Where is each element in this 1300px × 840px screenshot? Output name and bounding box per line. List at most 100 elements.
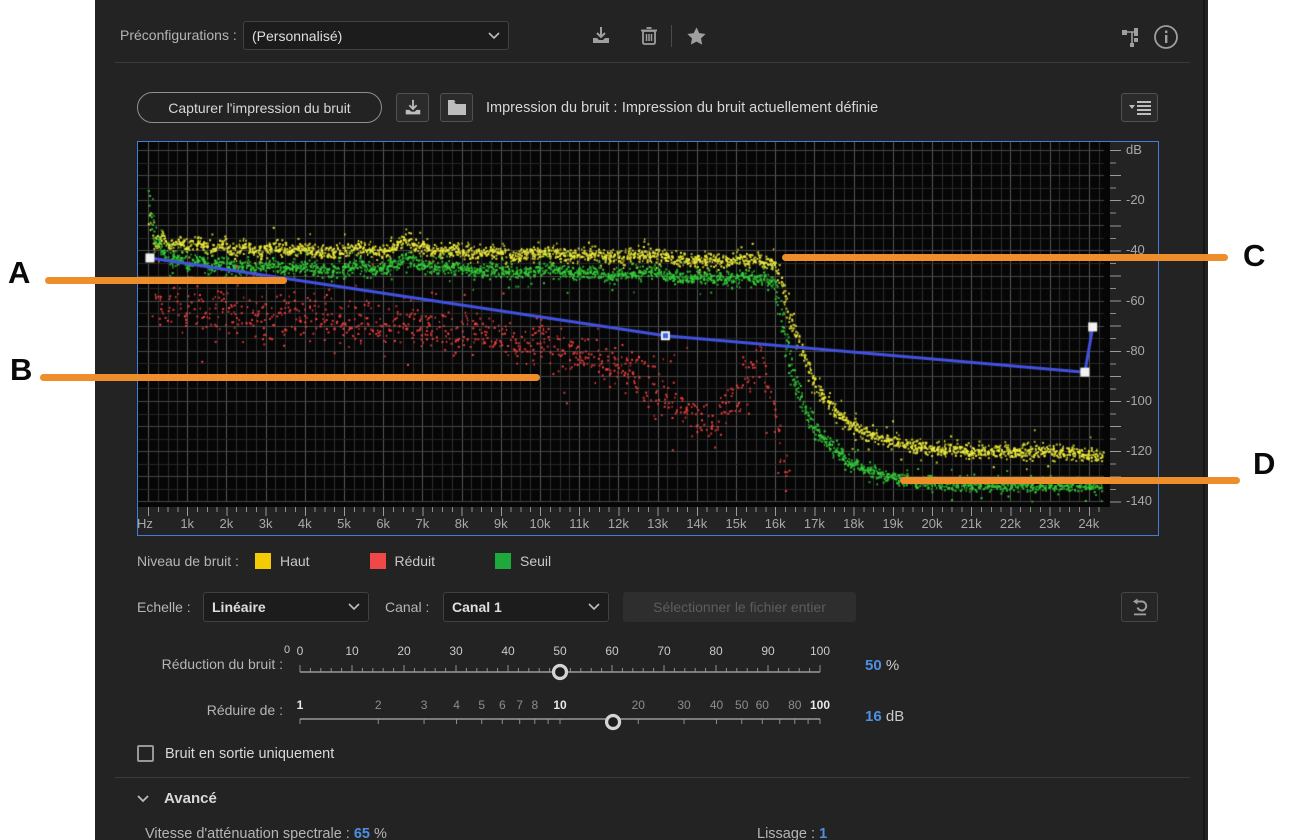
advanced-divider [115, 777, 1190, 778]
freq-tick-label: 17k [803, 516, 825, 531]
freq-tick-label: 12k [607, 516, 629, 531]
legend-item-réduit: Réduit [369, 553, 435, 569]
freq-tick-label: 10k [529, 516, 551, 531]
smoothing-value[interactable]: 1 [819, 826, 828, 840]
legend-item-label: Seuil [520, 553, 552, 569]
slider-tick-label: 7 [516, 698, 524, 712]
legend-swatch [254, 553, 271, 569]
db-axis-major-ticks [1110, 150, 1121, 504]
annotation-line-b [40, 374, 540, 381]
freq-axis-major-ticks [148, 507, 1101, 516]
slider-tick-label: 20 [631, 698, 645, 712]
save-preset-icon[interactable] [587, 23, 615, 49]
delete-preset-icon[interactable] [636, 23, 662, 49]
slider-tick-label: 10 [553, 698, 567, 712]
freq-tick-label: 18k [843, 516, 865, 531]
slider-tick-label: 100 [809, 698, 831, 712]
slider-tick-label: 100 [809, 644, 831, 658]
presets-dropdown[interactable]: (Personnalisé) [243, 21, 509, 50]
freq-tick-label: 14k [686, 516, 708, 531]
freq-tick-label: 9k [493, 516, 508, 531]
scale-dropdown[interactable]: Linéaire [203, 592, 369, 622]
spectrum-plot-area[interactable] [138, 142, 1110, 507]
freq-tick-label: 3k [258, 516, 273, 531]
slider-tick-label: 0 [296, 644, 304, 658]
freq-tick-label: 24k [1078, 516, 1100, 531]
freq-tick-label: 15k [725, 516, 747, 531]
select-entire-file-button: Sélectionner le fichier entier [623, 592, 856, 622]
freq-tick-label: 11k [569, 516, 590, 531]
channel-dropdown-value: Canal 1 [452, 599, 502, 615]
legend-label: Niveau de bruit : [137, 553, 239, 569]
freq-tick-label: 13k [647, 516, 669, 531]
db-tick-label: -20 [1126, 192, 1145, 208]
noise-spectrum-graph[interactable]: dB -20 -40 -60 -80 -100 -120 -140 Hz 1k 2k 3k 4k 5k 6… [137, 141, 1159, 536]
reduce-by-value: 16 dB [865, 708, 905, 725]
slider-tick-label: 50 [735, 698, 749, 712]
load-noise-print-icon[interactable] [440, 93, 473, 122]
slider-tick-label: 3 [420, 698, 428, 712]
header-divider [115, 62, 1190, 63]
slider-tick-label: 8 [531, 698, 539, 712]
noise-reduction-slider-handle[interactable] [551, 663, 569, 681]
annotation-label-a: A [8, 255, 31, 290]
db-tick-label: -40 [1126, 242, 1145, 258]
db-tick-label: -100 [1126, 393, 1153, 408]
spectral-decay-unit: % [374, 826, 387, 840]
channel-dropdown[interactable]: Canal 1 [443, 592, 609, 622]
presets-label: Préconfigurations : [120, 27, 237, 43]
noise-only-checkbox-label: Bruit en sortie uniquement [165, 745, 335, 762]
info-icon[interactable] [1152, 23, 1179, 50]
legend-item-seuil: Seuil [495, 553, 551, 569]
freq-tick-label: Hz [137, 516, 153, 531]
reduce-by-slider-handle[interactable] [604, 713, 622, 731]
freq-tick-label: 19k [882, 516, 904, 531]
smoothing-label: Lissage : [757, 826, 816, 840]
annotation-line-c [782, 254, 1228, 261]
noise-only-checkbox[interactable] [137, 745, 154, 762]
freq-tick-label: 4k [297, 516, 312, 531]
spectral-decay-value[interactable]: 65 [353, 826, 370, 840]
freq-tick-label: 7k [415, 516, 430, 531]
panel-menu-icon[interactable] [1121, 93, 1158, 122]
reduce-by-scale-labels: 1 2 3 4 5 6 7 8 10 20 30 40 50 60 80 100 [290, 698, 830, 712]
annotation-label-b: B [10, 352, 33, 387]
presets-dropdown-value: (Personnalisé) [252, 27, 343, 44]
slider-tick-label: 6 [498, 698, 506, 712]
scale-label: Echelle : [137, 599, 191, 615]
reduce-by-label: Réduire de : [206, 702, 283, 718]
db-tick-label: dB [1126, 142, 1142, 157]
noise-print-status-value: Impression du bruit actuellement définie [621, 100, 879, 116]
reset-icon[interactable] [1121, 592, 1158, 622]
freq-tick-label: 21k [960, 516, 982, 531]
slider-tick-label: 40 [709, 698, 724, 712]
slider-tick-label: 30 [677, 698, 691, 712]
slider-tick-label: 30 [449, 644, 463, 658]
header-separator [671, 25, 672, 47]
spectral-decay-label: Vitesse d'atténuation spectrale : [145, 826, 350, 840]
slider-tick-label: 90 [761, 644, 775, 658]
advanced-section-header[interactable]: Avancé [137, 790, 217, 807]
slider-tick-label: 20 [397, 644, 411, 658]
slider-min-label: 0 [283, 644, 291, 656]
save-noise-print-icon[interactable] [396, 93, 429, 122]
annotation-line-a [45, 277, 287, 284]
favorite-star-icon[interactable] [683, 23, 709, 49]
channel-label: Canal : [385, 599, 430, 615]
noise-reduction-scale-labels: 0 10 20 30 40 50 60 70 80 90 100 0 [284, 644, 830, 658]
settings-routing-icon[interactable] [1118, 24, 1144, 50]
slider-tick-label: 1 [296, 698, 304, 712]
slider-tick-label: 10 [345, 644, 359, 658]
noise-reduction-slider[interactable] [290, 658, 830, 688]
reduce-by-slider[interactable] [290, 711, 830, 741]
slider-tick-label: 60 [605, 644, 619, 658]
db-tick-label: -140 [1126, 493, 1153, 509]
smoothing-row: Lissage : 1 [757, 826, 827, 840]
slider-tick-label: 5 [478, 698, 486, 712]
slider-tick-label: 80 [709, 644, 723, 658]
legend-swatch [495, 553, 511, 569]
scale-dropdown-value: Linéaire [212, 599, 266, 615]
capture-noise-print-button[interactable]: Capturer l'impression du bruit [137, 92, 382, 123]
spectral-decay-row: Vitesse d'atténuation spectrale : 65 % [145, 826, 387, 840]
spectrum-canvas[interactable] [138, 142, 1110, 507]
